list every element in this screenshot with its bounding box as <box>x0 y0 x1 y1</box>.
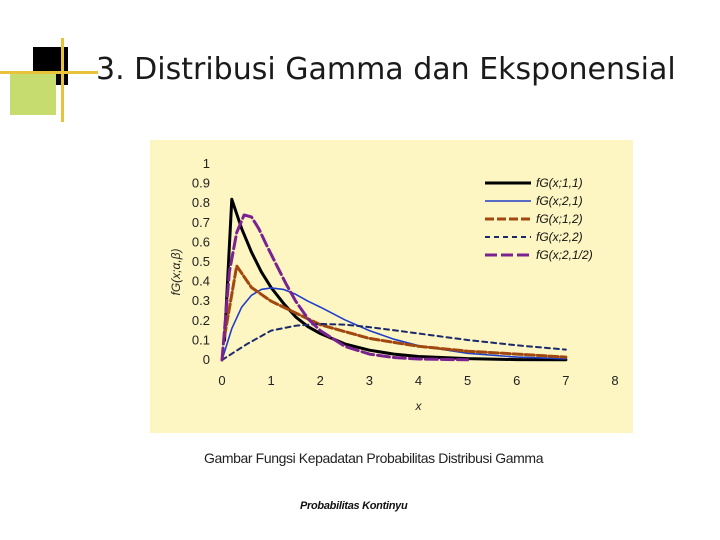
legend-label-5: fG(x;2,1/2) <box>536 248 593 262</box>
series-line-5 <box>220 213 470 362</box>
slide-footer: Probabilitas Kontinyu <box>300 500 408 512</box>
x-tick-label: 0 <box>218 373 225 388</box>
y-tick-label: 0.2 <box>192 313 210 328</box>
y-tick-label: 0.9 <box>192 176 210 191</box>
x-tick-label: 1 <box>268 373 275 388</box>
y-tick-label: 0.8 <box>192 195 210 210</box>
decorative-horizontal-line <box>0 71 98 74</box>
y-axis-label: fG(x;α,β) <box>169 248 183 295</box>
y-tick-label: 1 <box>203 156 210 171</box>
decorative-vertical-line <box>61 38 64 122</box>
series-line-2 <box>221 287 567 361</box>
x-tick-label: 6 <box>513 373 520 388</box>
legend-label-2: fG(x;2,1) <box>536 194 583 208</box>
x-tick-label: 2 <box>317 373 324 388</box>
y-tick-label: 0.6 <box>192 234 210 249</box>
legend-label-3: fG(x;1,2) <box>536 212 583 226</box>
y-tick-label: 0 <box>203 352 210 367</box>
series-line-4 <box>221 322 567 361</box>
gamma-chart: 0 0.1 0.2 0.3 0.4 0.5 0.6 0.7 0.8 0.9 1 0 1 2 3 4 5 6 7 8 x f… <box>169 156 619 413</box>
x-tick-label: 7 <box>562 373 569 388</box>
y-tick-label: 0.7 <box>192 215 210 230</box>
x-tick-label: 8 <box>611 373 618 388</box>
x-tick-label: 5 <box>464 373 471 388</box>
series-line-3 <box>223 264 568 359</box>
y-tick-label: 0.4 <box>192 274 210 289</box>
decorative-green-square <box>10 73 56 115</box>
legend-label-1: fG(x;1,1) <box>536 176 583 190</box>
y-tick-label: 0.3 <box>192 293 210 308</box>
y-tick-label: 0.1 <box>192 332 210 347</box>
y-tick-label: 0.5 <box>192 254 210 269</box>
x-tick-label: 3 <box>366 373 373 388</box>
chart-caption: Gambar Fungsi Kepadatan Probabilitas Dis… <box>204 450 544 466</box>
x-tick-label: 4 <box>415 373 422 388</box>
legend-label-4: fG(x;2,2) <box>536 230 583 244</box>
chart-panel: 0 0.1 0.2 0.3 0.4 0.5 0.6 0.7 0.8 0.9 1 0 1 2 3 4 5 6 7 8 x f… <box>150 140 633 433</box>
x-axis-label: x <box>415 399 423 413</box>
slide-title: 3. Distribusi Gamma dan Eksponensial <box>96 52 676 87</box>
series-line-1 <box>223 197 568 362</box>
